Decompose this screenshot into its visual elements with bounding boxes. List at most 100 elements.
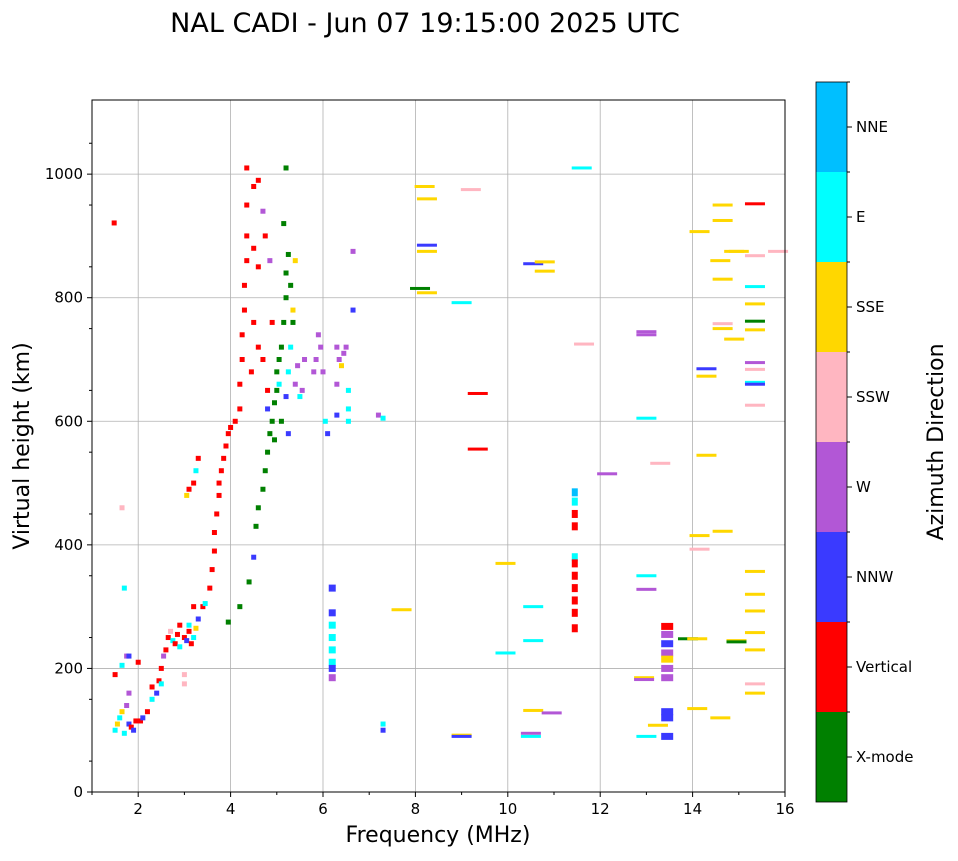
data-point	[237, 381, 243, 387]
data-point	[712, 277, 733, 281]
colorbar-category-label: SSE	[856, 298, 885, 316]
data-point	[341, 350, 347, 356]
colorbar-category-label: SSW	[856, 388, 890, 406]
data-point	[380, 721, 386, 727]
data-points	[111, 165, 789, 740]
data-point	[170, 638, 176, 644]
data-point	[410, 286, 431, 290]
data-point	[451, 734, 472, 738]
data-point	[661, 649, 674, 657]
x-axis-label: Frequency (MHz)	[346, 823, 531, 848]
data-point	[295, 363, 301, 369]
data-point	[255, 344, 261, 350]
y-tick-label: 0	[73, 783, 83, 801]
data-point	[744, 367, 765, 371]
colorbar-segment	[816, 172, 847, 262]
x-tick-label: 14	[683, 800, 702, 818]
data-point	[744, 569, 765, 573]
data-point	[283, 165, 289, 171]
data-point	[207, 585, 213, 591]
data-point	[260, 208, 266, 214]
data-point	[131, 727, 137, 733]
data-point	[158, 681, 164, 687]
data-point	[744, 202, 765, 206]
data-point	[744, 382, 765, 386]
data-point	[223, 443, 229, 449]
y-tick-label: 200	[54, 659, 83, 677]
data-point	[271, 437, 277, 443]
colorbar-category-label: E	[856, 208, 865, 226]
data-point	[244, 165, 250, 171]
data-point	[571, 509, 578, 518]
data-point	[283, 295, 289, 301]
data-point	[156, 678, 162, 684]
colorbar-segment	[816, 262, 847, 352]
data-point	[186, 622, 192, 628]
grid	[92, 100, 786, 793]
data-point	[267, 431, 273, 437]
data-point	[460, 188, 481, 192]
data-point	[292, 381, 298, 387]
data-point	[177, 644, 183, 650]
data-point	[636, 330, 657, 334]
data-point	[636, 587, 657, 591]
data-point	[140, 715, 146, 721]
data-point	[225, 619, 231, 625]
data-point	[288, 282, 294, 288]
data-point	[161, 653, 167, 659]
data-point	[191, 604, 197, 610]
data-point	[181, 635, 187, 641]
data-point	[283, 270, 289, 276]
data-point	[181, 681, 187, 687]
data-point	[292, 258, 298, 264]
data-point	[271, 400, 277, 406]
data-point	[634, 676, 655, 680]
data-point	[184, 638, 190, 644]
axes: 2 4 6 8 10 12 14 16 0 200 400 600 800 1000	[45, 142, 795, 818]
data-point	[177, 622, 183, 628]
colorbar-category-label: NNE	[856, 118, 888, 136]
data-point	[345, 418, 351, 424]
data-point	[172, 641, 178, 647]
data-point	[328, 664, 336, 672]
data-point	[251, 554, 257, 560]
data-point	[218, 468, 224, 474]
data-point	[334, 381, 340, 387]
data-point	[114, 721, 120, 727]
data-point	[744, 254, 765, 258]
data-point	[661, 622, 674, 630]
data-point	[523, 262, 544, 266]
data-point	[343, 344, 349, 350]
data-point	[328, 674, 336, 682]
data-point	[661, 664, 674, 672]
data-point	[689, 534, 710, 538]
plot-frame	[91, 99, 786, 793]
data-point	[188, 641, 194, 647]
data-point	[416, 197, 437, 201]
data-point	[265, 406, 271, 412]
data-point	[251, 319, 257, 325]
data-point	[232, 418, 238, 424]
data-point	[336, 357, 342, 362]
data-point	[265, 387, 271, 393]
data-point	[597, 472, 618, 476]
data-point	[744, 328, 765, 332]
data-point	[285, 431, 291, 437]
data-point	[710, 716, 731, 720]
data-point	[350, 307, 356, 313]
data-point	[325, 431, 331, 437]
data-point	[195, 455, 201, 461]
data-point	[334, 344, 340, 350]
data-point	[165, 635, 171, 641]
data-point	[181, 672, 187, 678]
data-point	[119, 505, 125, 511]
data-point	[255, 264, 261, 270]
data-point	[237, 604, 243, 610]
data-point	[712, 529, 733, 533]
data-point	[221, 455, 227, 461]
data-point	[744, 631, 765, 635]
data-point	[689, 230, 710, 234]
y-axis-label: Virtual height (km)	[10, 342, 35, 549]
data-point	[661, 714, 674, 722]
data-point	[248, 369, 254, 375]
